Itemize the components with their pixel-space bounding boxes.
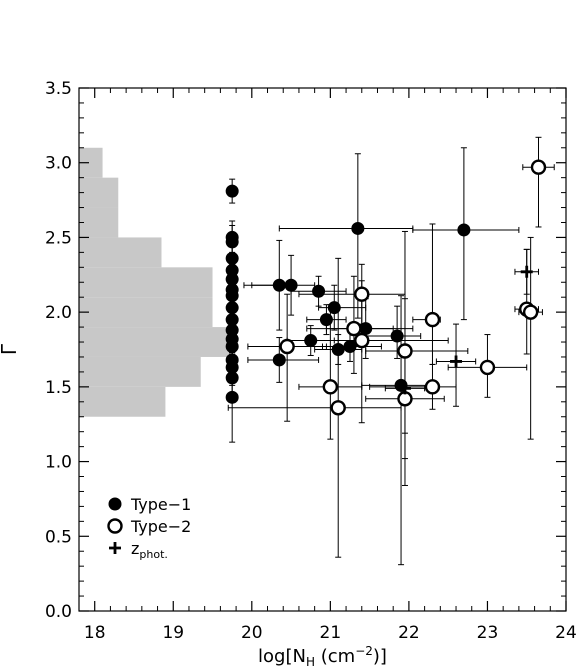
histogram-bar-1: [79, 356, 201, 387]
legend-marker-0: [108, 497, 122, 511]
series-1-point-13: [530, 159, 547, 175]
series-0-point-30: [457, 223, 471, 237]
x-axis-label-part: (cm: [315, 646, 355, 667]
legend-label-2: zphot.: [131, 539, 168, 561]
y-tick-label-4: 2.0: [45, 303, 72, 323]
histogram-bar-3: [79, 297, 213, 328]
series-0-point-17: [272, 278, 286, 292]
histogram-bar-8: [79, 147, 103, 178]
legend-marker-2: [109, 542, 121, 554]
histogram-bar-4: [79, 267, 213, 298]
x-axis-label-part: )]: [373, 646, 387, 667]
histogram-bar-2: [79, 327, 233, 357]
series-1-point-1: [322, 379, 339, 395]
series-0-point-8: [225, 301, 239, 315]
histogram-bar-7: [79, 177, 119, 208]
x-axis-label-part: −2: [355, 644, 373, 658]
series-2-point-2: [520, 265, 533, 278]
histogram-bar-0: [79, 386, 166, 417]
x-tick-label-2: 20: [241, 623, 263, 643]
series-1-point-2: [330, 400, 346, 416]
series-0-point-12: [225, 340, 239, 354]
series-0-point-3: [225, 251, 239, 265]
series-1-point-12: [522, 304, 539, 320]
series-1-point-9: [424, 379, 441, 395]
points-layer: [225, 159, 547, 416]
series-0-point-2: [225, 235, 239, 249]
series-0-point-23: [327, 301, 341, 315]
series-0-point-22: [319, 313, 333, 327]
y-tick-label-0: 0.0: [45, 602, 72, 622]
x-tick-label-4: 22: [398, 623, 420, 643]
legend-marker-1: [107, 518, 123, 534]
legend-label-1: Type−2: [130, 517, 191, 536]
series-2-point-0: [398, 382, 411, 395]
x-axis-label: log[NH (cm−2)]: [258, 644, 387, 668]
histogram-bar-6: [79, 207, 119, 238]
series-0-point-7: [225, 289, 239, 303]
x-tick-label-6: 24: [555, 623, 576, 643]
series-0-point-20: [304, 334, 318, 348]
legend-label-main: z: [131, 539, 139, 558]
x-axis-label-part: log[N: [258, 646, 306, 667]
legend-label-subscript: phot.: [139, 548, 168, 561]
histogram-layer: [79, 147, 233, 417]
histogram-bar-5: [79, 237, 162, 268]
series-0-point-16: [225, 390, 239, 404]
legend: Type−1 Type−2 zphot.: [107, 495, 191, 561]
legend-label-0: Type−1: [130, 495, 191, 514]
y-tick-label-3: 1.5: [45, 378, 72, 398]
series-0-point-26: [351, 221, 365, 235]
y-tick-label-7: 3.5: [45, 79, 72, 99]
series-1-point-3: [346, 320, 362, 337]
series-1-point-10: [479, 359, 496, 376]
x-tick-label-0: 18: [84, 623, 106, 643]
x-axis-label-part: H: [306, 655, 315, 668]
axes-layer: 18 19 20 21 22 23 24 0.0 0.5 1.0 1.5 2.0 2.5 3.0 3.5 lo…: [0, 79, 576, 668]
series-1-point-4: [354, 286, 370, 302]
series-0-point-21: [312, 284, 326, 298]
series-0-point-28: [390, 329, 404, 343]
y-tick-label-2: 1.0: [45, 453, 72, 473]
series-1-point-5: [354, 332, 370, 349]
series-1-point-8: [424, 311, 441, 328]
series-2-point-1: [450, 355, 463, 368]
series-1-point-6: [397, 343, 413, 359]
plot-frame: [78, 87, 567, 612]
y-tick-label-6: 3.0: [45, 154, 72, 174]
series-0-point-25: [343, 340, 357, 354]
series-0-point-18: [284, 278, 298, 292]
x-tick-label-5: 23: [477, 623, 499, 643]
x-tick-label-1: 19: [162, 623, 184, 643]
series-1-point-0: [279, 338, 295, 355]
series-0-point-19: [272, 353, 286, 367]
x-tick-label-3: 21: [320, 623, 342, 643]
y-tick-label-5: 2.5: [45, 228, 72, 248]
series-0-point-0: [225, 184, 239, 198]
series-0-point-15: [225, 371, 239, 385]
series-0-point-24: [331, 343, 345, 356]
y-tick-label-1: 0.5: [45, 527, 72, 547]
error-bar-layer: [227, 136, 555, 566]
y-axis-label: Γ: [0, 343, 21, 355]
